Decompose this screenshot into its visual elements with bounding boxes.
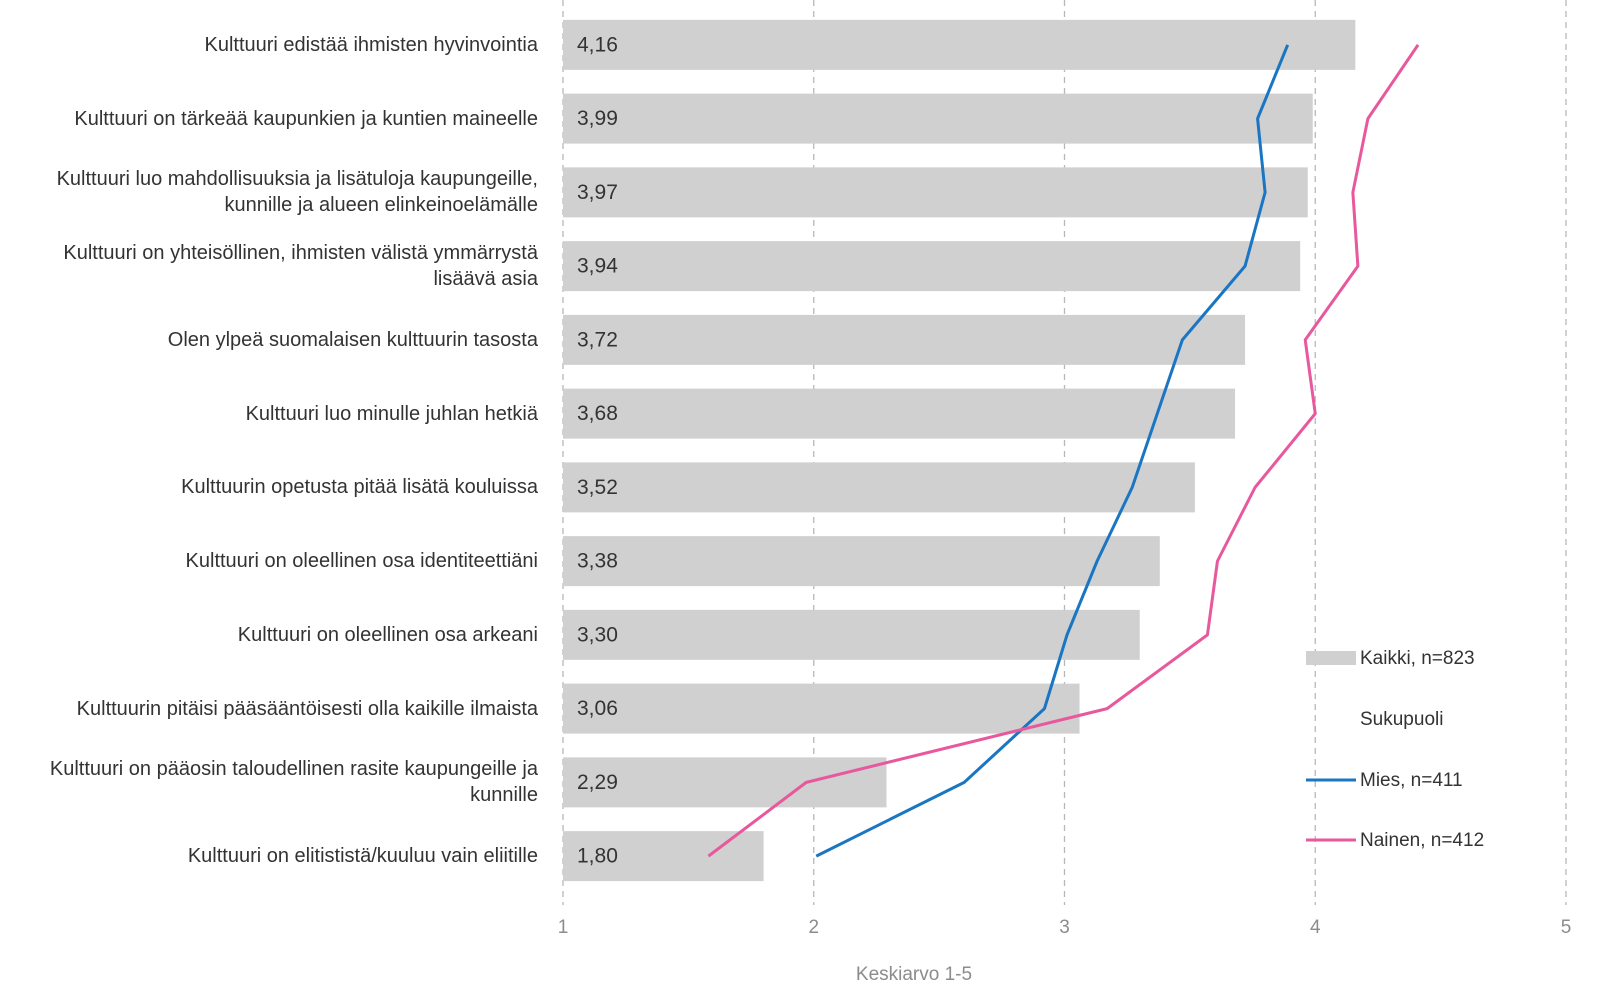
x-tick-label: 5: [1561, 917, 1572, 938]
y-tick-label: Kulttuuri edistää ihmisten hyvinvointia: [204, 33, 538, 56]
x-tick-label: 4: [1310, 917, 1321, 938]
y-tick-label: Kulttuuri luo minulle juhlan hetkiä: [245, 402, 538, 425]
line: [815, 44, 1290, 858]
y-tick-label: Kulttuuri on pääosin taloudellinen rasit…: [49, 758, 538, 807]
data-label: 4,16: [577, 33, 618, 56]
legend-swatch: [1306, 651, 1356, 665]
x-tick-label: 3: [1059, 917, 1070, 938]
legend-group-title: Sukupuoli: [1360, 709, 1443, 730]
data-label: 3,30: [577, 623, 618, 646]
data-label: 3,52: [577, 476, 618, 499]
line: [707, 44, 1420, 858]
bar: [563, 314, 1246, 365]
data-label: 3,72: [577, 328, 618, 351]
legend-label: Kaikki, n=823: [1360, 648, 1475, 669]
bar: [563, 757, 887, 808]
x-axis-title: Keskiarvo 1-5: [856, 964, 972, 985]
data-label: 1,80: [577, 845, 618, 868]
bar: [563, 19, 1356, 70]
legend-label: Nainen, n=412: [1360, 830, 1484, 851]
bar: [563, 388, 1236, 439]
bar: [563, 167, 1308, 218]
y-tick-label: Kulttuuri on tärkeää kaupunkien ja kunti…: [74, 107, 538, 130]
y-tick-label: Kulttuuri on oleellinen osa arkeani: [237, 623, 538, 646]
y-tick-label: Kulttuuri on oleellinen osa identiteetti…: [185, 550, 538, 573]
bar: [563, 462, 1195, 513]
bar: [563, 241, 1301, 292]
x-tick-label: 2: [808, 917, 819, 938]
y-tick-label: Kulttuurin opetusta pitää lisätä kouluis…: [181, 476, 538, 499]
y-tick-label: Kulttuurin pitäisi pääsääntöisesti olla …: [76, 697, 538, 720]
data-label: 3,94: [577, 255, 618, 278]
data-label: 3,99: [577, 107, 618, 130]
data-label: 3,06: [577, 697, 618, 720]
data-label: 2,29: [577, 771, 618, 794]
bar: [563, 93, 1313, 144]
legend-label: Mies, n=411: [1360, 770, 1463, 791]
y-tick-label: Kulttuuri on elitististä/kuuluu vain eli…: [187, 845, 538, 868]
data-label: 3,38: [577, 550, 618, 573]
y-tick-label: Kulttuuri on yhteisöllinen, ihmisten väl…: [63, 242, 538, 291]
bar: [563, 609, 1140, 660]
bar: [563, 536, 1160, 587]
x-tick-label: 1: [558, 917, 569, 938]
bar: [563, 683, 1080, 734]
data-label: 3,97: [577, 181, 618, 204]
y-tick-label: Kulttuuri luo mahdollisuuksia ja lisätul…: [56, 168, 538, 217]
data-label: 3,68: [577, 402, 618, 425]
y-tick-label: Olen ylpeä suomalaisen kulttuurin tasost…: [167, 328, 538, 351]
